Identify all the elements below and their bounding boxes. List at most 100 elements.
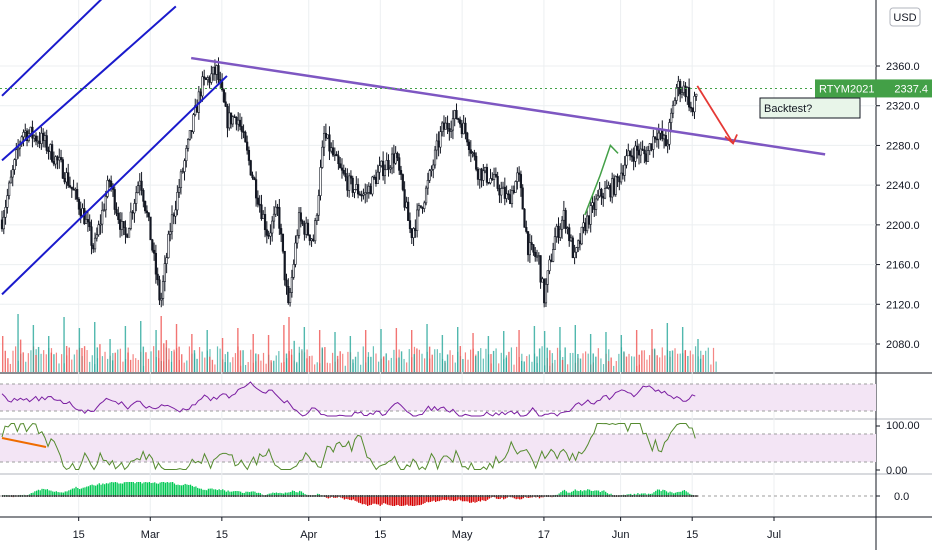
histogram-midline-dot xyxy=(109,495,111,497)
volume-bar xyxy=(132,354,134,372)
candle-body xyxy=(664,135,667,147)
candle-body xyxy=(353,189,356,193)
histogram-bar xyxy=(488,496,491,499)
resistance-trendline[interactable] xyxy=(190,56,826,156)
histogram-midline-dot xyxy=(692,495,694,497)
stoch-tick-label: 100.00 xyxy=(886,420,920,432)
histogram-bar xyxy=(683,490,686,496)
volume-bar xyxy=(487,336,490,372)
histogram-bar xyxy=(513,496,516,499)
histogram-bar xyxy=(358,496,360,503)
candle-body xyxy=(358,193,361,196)
histogram-bar xyxy=(100,484,102,496)
green-path-line[interactable] xyxy=(584,144,619,216)
volume-bar xyxy=(549,350,551,372)
histogram-midline-dot xyxy=(542,495,544,497)
histogram-midline-dot xyxy=(683,495,686,497)
candle-body xyxy=(430,169,433,172)
candle-body xyxy=(29,126,32,134)
volume-bar xyxy=(625,356,628,372)
histogram-bar xyxy=(109,482,111,496)
histogram-bar xyxy=(91,484,93,496)
candle-body xyxy=(539,255,542,283)
volume-bar xyxy=(600,358,602,372)
histogram-midline-dot xyxy=(646,495,648,497)
currency-box[interactable] xyxy=(889,7,921,27)
histogram-bar xyxy=(188,484,190,496)
histogram-bar xyxy=(572,490,575,496)
volume-bar xyxy=(137,359,139,372)
volume-bar xyxy=(232,357,234,372)
candle-body xyxy=(204,77,208,80)
candle-body xyxy=(90,226,93,246)
histogram-bar xyxy=(82,487,84,496)
histogram-tick-label: 0.0 xyxy=(894,491,909,503)
volume-bar xyxy=(375,353,377,372)
histogram-midline-dot xyxy=(43,495,45,497)
candle-body xyxy=(319,167,322,196)
histogram-midline-dot xyxy=(245,495,247,497)
histogram-bar xyxy=(32,492,34,496)
histogram-bar xyxy=(205,490,208,496)
volume-bar xyxy=(406,362,408,372)
histogram-midline-dot xyxy=(2,495,4,497)
candle-body xyxy=(101,209,104,225)
projection-arrow[interactable] xyxy=(696,85,734,144)
histogram-bar xyxy=(569,492,571,496)
price-axis[interactable]: 2080.0 2120.0 2160.0 2200.0 2240.0 2280.0 2320… xyxy=(876,61,920,351)
candle-body xyxy=(428,170,431,181)
histogram-midline-dot xyxy=(640,495,643,497)
volume-bar xyxy=(53,354,55,372)
histogram-midline-dot xyxy=(118,495,120,497)
drawings-layer[interactable] xyxy=(0,0,876,296)
candle-body xyxy=(509,194,512,205)
volume-bar xyxy=(32,325,35,372)
volume-bar xyxy=(76,349,78,372)
candle-body xyxy=(632,156,635,162)
candle-body xyxy=(356,184,360,195)
histogram-bar xyxy=(327,496,329,499)
candle-body xyxy=(564,210,567,229)
time-axis[interactable]: 15 Mar 15 Apr 15 May 17 Jun 15 Jul xyxy=(73,517,781,541)
candle-body xyxy=(482,170,485,181)
histogram-midline-dot xyxy=(180,495,183,497)
channel-line[interactable] xyxy=(1,5,177,162)
histogram-bar xyxy=(352,496,355,500)
histogram-midline-dot xyxy=(596,495,598,497)
candle-body xyxy=(646,150,650,162)
candle-body xyxy=(598,188,601,197)
histogram-midline-dot xyxy=(481,495,483,497)
candle-body xyxy=(120,221,123,230)
histogram-bar xyxy=(477,496,480,502)
volume-bar xyxy=(669,350,671,372)
histogram-bar xyxy=(354,496,356,501)
volume-bar xyxy=(321,347,323,372)
volume-bar xyxy=(561,359,564,372)
histogram-bar xyxy=(630,493,632,496)
volume-bar xyxy=(191,334,193,372)
histogram-bar xyxy=(216,490,219,496)
histogram-midline-dot xyxy=(163,495,165,497)
volume-bar xyxy=(250,349,252,372)
volume-bar xyxy=(457,327,459,372)
histogram-midline-dot xyxy=(195,495,197,497)
histogram-midline-dot xyxy=(252,495,254,497)
projection-arrowhead[interactable] xyxy=(724,134,738,145)
annotation-box[interactable] xyxy=(759,97,861,119)
histogram-bar xyxy=(75,486,77,496)
histogram-midline-dot xyxy=(681,495,684,497)
volume-bar xyxy=(329,363,331,372)
volume-bar xyxy=(467,359,469,372)
channel-line[interactable] xyxy=(1,75,228,296)
histogram-bar xyxy=(163,482,165,496)
channel-line[interactable] xyxy=(1,0,135,97)
histogram-bar xyxy=(200,488,202,496)
histogram-bar xyxy=(234,491,236,496)
candle-body xyxy=(133,203,136,214)
volume-bar xyxy=(582,353,584,372)
histogram-midline-dot xyxy=(619,495,621,497)
volume-bar xyxy=(219,348,221,372)
volume-bar xyxy=(104,351,106,372)
histogram-midline-dot xyxy=(588,495,591,497)
